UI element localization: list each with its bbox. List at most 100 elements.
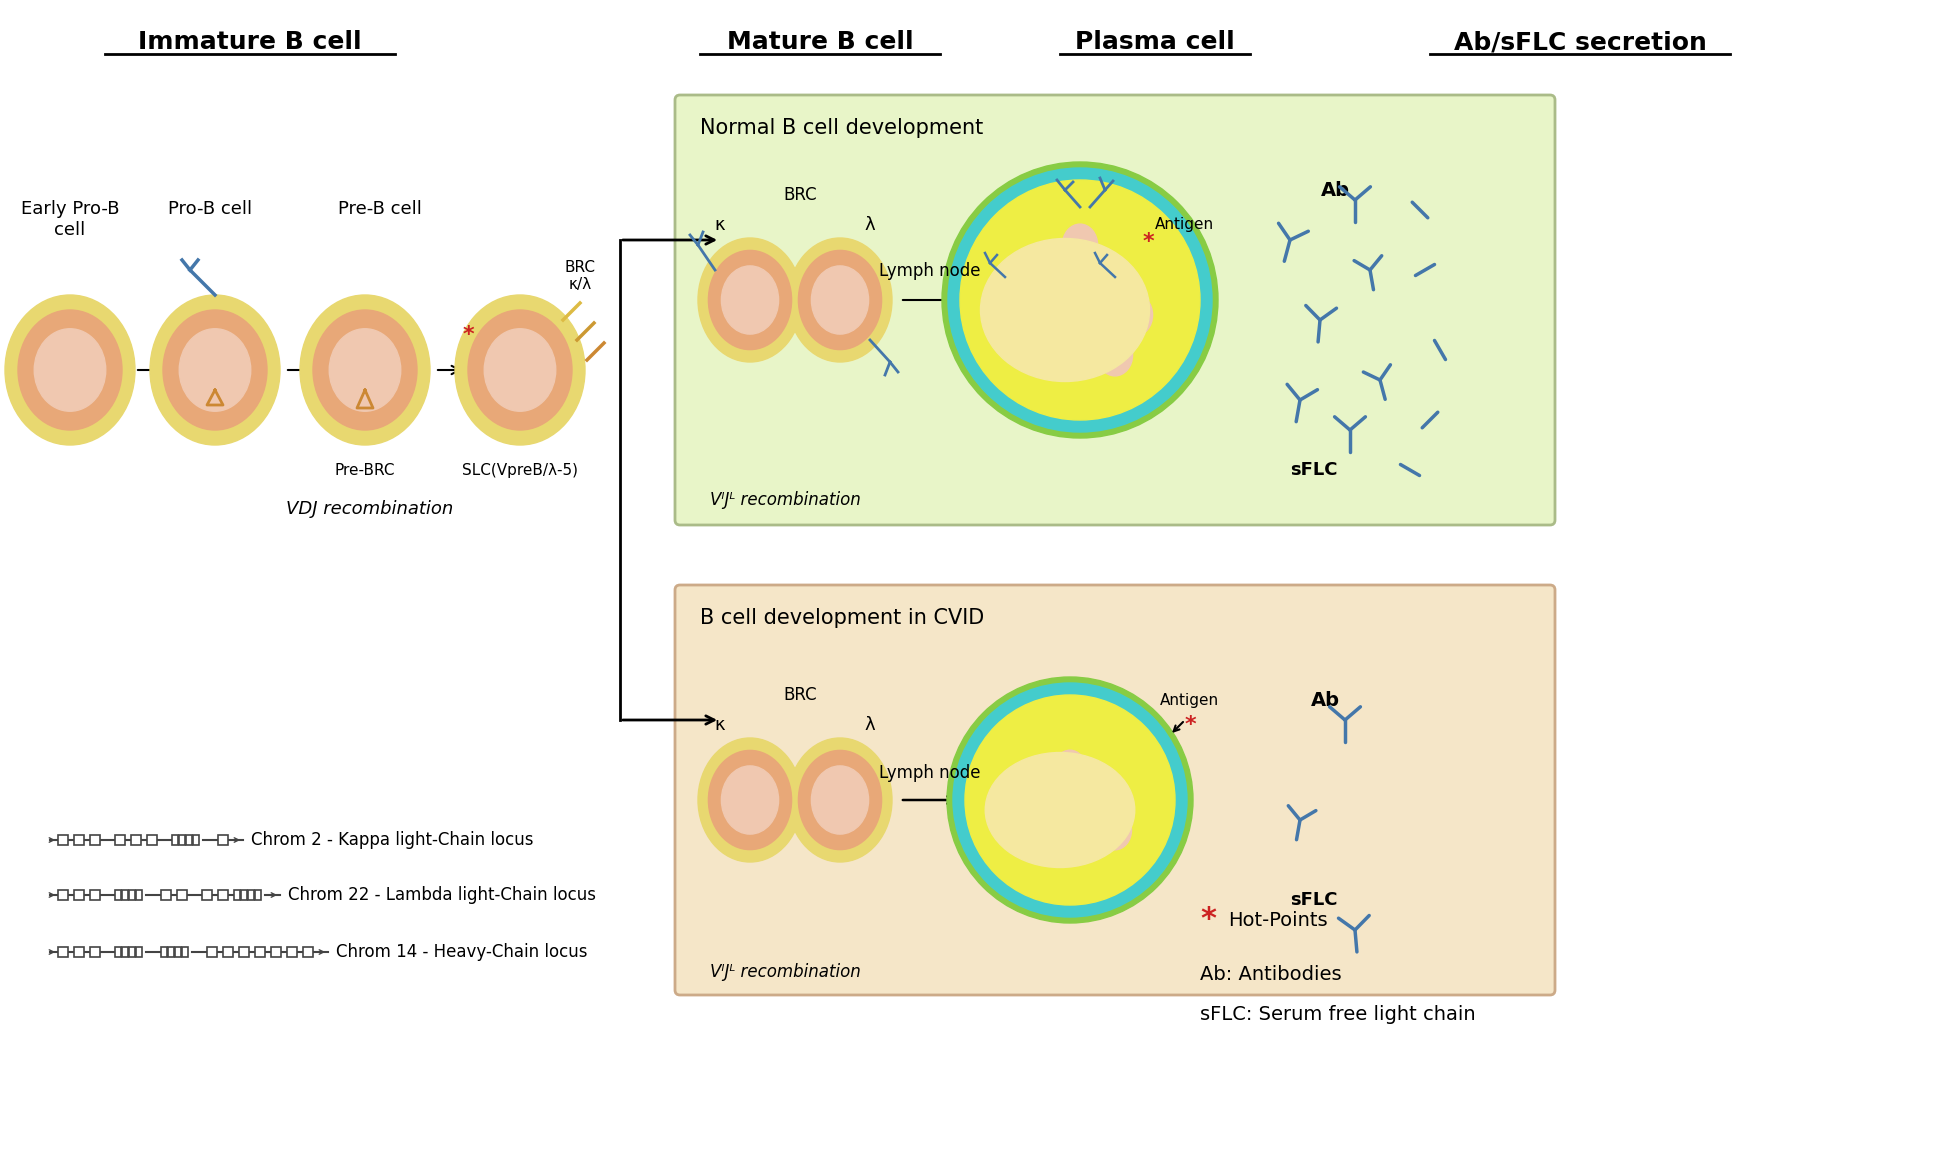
Text: *: *	[462, 325, 474, 345]
Ellipse shape	[1000, 801, 1049, 859]
Ellipse shape	[1090, 801, 1139, 859]
Bar	[176, 947, 181, 956]
Bar	[90, 835, 99, 845]
Bar	[129, 889, 135, 900]
Ellipse shape	[1039, 734, 1100, 806]
Ellipse shape	[6, 295, 135, 445]
Ellipse shape	[314, 310, 417, 430]
Ellipse shape	[698, 239, 801, 362]
Circle shape	[959, 180, 1199, 419]
Ellipse shape	[1008, 294, 1043, 336]
Circle shape	[948, 677, 1193, 924]
Text: λ: λ	[864, 216, 876, 234]
Text: Pre-BRC: Pre-BRC	[335, 463, 396, 478]
Bar	[172, 835, 177, 845]
Text: Lymph node: Lymph node	[879, 262, 981, 280]
Ellipse shape	[1104, 277, 1166, 352]
Ellipse shape	[179, 329, 252, 411]
Ellipse shape	[1024, 324, 1076, 385]
Ellipse shape	[1000, 284, 1051, 345]
Bar	[287, 947, 296, 956]
Text: κ: κ	[716, 216, 725, 234]
Text: Mature B cell: Mature B cell	[727, 31, 913, 54]
Bar	[146, 835, 158, 845]
Text: Chrom 14 - Heavy-Chain locus: Chrom 14 - Heavy-Chain locus	[335, 944, 587, 961]
Text: Pre-B cell: Pre-B cell	[337, 200, 421, 219]
Bar	[58, 889, 68, 900]
Text: sFLC: sFLC	[1291, 461, 1338, 479]
Ellipse shape	[1082, 317, 1147, 392]
Text: Ab: Ab	[1310, 691, 1340, 710]
Bar	[162, 889, 172, 900]
Ellipse shape	[722, 766, 778, 834]
Ellipse shape	[1063, 304, 1098, 345]
Bar	[74, 889, 84, 900]
Ellipse shape	[708, 250, 792, 350]
Ellipse shape	[1045, 741, 1094, 799]
Ellipse shape	[798, 751, 881, 850]
Text: Ab: Ab	[1320, 181, 1349, 200]
Ellipse shape	[1098, 811, 1131, 850]
Circle shape	[965, 694, 1176, 905]
Ellipse shape	[1084, 794, 1145, 866]
Text: BRC: BRC	[784, 186, 817, 204]
Circle shape	[954, 683, 1188, 916]
Circle shape	[942, 162, 1219, 438]
Ellipse shape	[1047, 287, 1112, 363]
Ellipse shape	[454, 295, 585, 445]
Bar	[90, 947, 99, 956]
Text: Early Pro-B
cell: Early Pro-B cell	[21, 200, 119, 239]
Ellipse shape	[484, 329, 556, 411]
Ellipse shape	[1008, 811, 1041, 850]
Bar	[136, 889, 142, 900]
Ellipse shape	[18, 310, 123, 430]
Ellipse shape	[981, 239, 1149, 382]
Text: *: *	[1184, 716, 1195, 736]
Bar	[131, 835, 140, 845]
Text: Normal B cell development: Normal B cell development	[700, 118, 983, 137]
Text: Immature B cell: Immature B cell	[138, 31, 363, 54]
Ellipse shape	[330, 329, 402, 411]
Ellipse shape	[1055, 215, 1106, 275]
Text: Antigen: Antigen	[1160, 692, 1219, 707]
Bar	[90, 889, 99, 900]
FancyBboxPatch shape	[675, 585, 1554, 995]
Bar	[218, 889, 228, 900]
Ellipse shape	[35, 329, 105, 411]
Ellipse shape	[994, 794, 1055, 866]
Bar	[218, 835, 228, 845]
Ellipse shape	[1110, 284, 1160, 345]
Ellipse shape	[1090, 324, 1141, 385]
Bar	[302, 947, 314, 956]
Bar	[207, 947, 216, 956]
Ellipse shape	[1018, 317, 1082, 392]
Bar	[185, 835, 191, 845]
Bar	[123, 947, 129, 956]
Ellipse shape	[722, 266, 778, 334]
Bar	[248, 889, 254, 900]
Text: *: *	[1143, 231, 1154, 251]
Text: λ: λ	[864, 716, 876, 734]
Ellipse shape	[698, 738, 801, 862]
Bar	[115, 889, 121, 900]
Text: Plasma cell: Plasma cell	[1074, 31, 1234, 54]
Bar	[179, 835, 185, 845]
Text: VᴵJᴸ recombination: VᴵJᴸ recombination	[710, 491, 860, 509]
FancyBboxPatch shape	[675, 95, 1554, 525]
Bar	[123, 889, 129, 900]
Ellipse shape	[1053, 750, 1086, 790]
Text: κ: κ	[716, 716, 725, 734]
Ellipse shape	[1117, 294, 1152, 336]
Bar	[58, 835, 68, 845]
Bar	[115, 835, 125, 845]
Ellipse shape	[1047, 207, 1112, 283]
Bar	[240, 947, 250, 956]
Bar	[234, 889, 240, 900]
Ellipse shape	[788, 738, 891, 862]
Bar	[74, 835, 84, 845]
Ellipse shape	[708, 751, 792, 850]
Bar	[255, 889, 261, 900]
Ellipse shape	[150, 295, 281, 445]
Text: Ab/sFLC secretion: Ab/sFLC secretion	[1453, 31, 1706, 54]
Ellipse shape	[993, 277, 1057, 352]
